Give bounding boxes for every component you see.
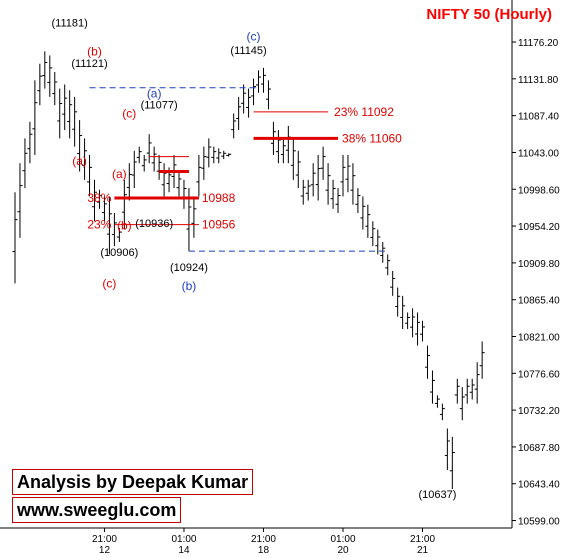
- price-bars: [12, 51, 485, 490]
- y-tick-label: 11131.80: [518, 75, 559, 86]
- wave-label: (a): [112, 167, 127, 181]
- y-tick-label: 10954.20: [518, 222, 560, 233]
- price-label: (10906): [100, 247, 138, 259]
- x-tick-date: 14: [178, 545, 190, 556]
- chart-title: NIFTY 50 (Hourly): [426, 6, 552, 23]
- y-tick-label: 10599.00: [518, 517, 560, 528]
- price-label: (11077): [141, 100, 178, 112]
- y-tick-label: 10909.80: [518, 259, 560, 270]
- y-tick-label: 10643.40: [518, 480, 560, 491]
- price-label: (11181): [52, 17, 88, 29]
- price-label: (11145): [230, 45, 266, 57]
- x-tick-time: 21:00: [251, 534, 276, 545]
- y-tick-label: 11043.00: [518, 148, 559, 159]
- price-label: (10936): [135, 218, 173, 230]
- x-tick-date: 18: [258, 545, 270, 556]
- wave-label: (a): [147, 87, 162, 101]
- fib-value-label: 10956: [202, 218, 236, 232]
- y-tick-label: 10865.40: [518, 296, 560, 307]
- x-tick-date: 12: [99, 545, 111, 556]
- analysis-credit: Analysis by Deepak Kumar: [17, 472, 249, 492]
- footer-analysis: Analysis by Deepak Kumar: [12, 469, 254, 495]
- fib-percent-label: 38%: [87, 191, 111, 205]
- x-tick-date: 21: [417, 545, 429, 556]
- price-label: (11121): [71, 58, 107, 70]
- wave-label: (b): [117, 219, 132, 233]
- y-tick-label: 10687.80: [518, 443, 560, 454]
- fib-percent-label: 23%: [87, 218, 111, 232]
- x-tick-time: 01:00: [171, 534, 196, 545]
- price-label: (10637): [418, 489, 456, 501]
- y-tick-label: 10821.00: [518, 332, 560, 343]
- wave-label: (a): [72, 154, 87, 168]
- website-url: www.sweeglu.com: [17, 500, 177, 520]
- y-tick-label: 11087.40: [518, 112, 559, 123]
- x-tick-time: 21:00: [410, 534, 435, 545]
- annotations: 23% 11092 38% 11060 38% 10988 23% 10956 (11181…: [52, 17, 457, 501]
- fib-label: 23% 11092: [334, 105, 394, 119]
- y-tick-label: 10776.60: [518, 369, 560, 380]
- wave-label: (b): [87, 44, 102, 58]
- x-tick-time: 21:00: [92, 534, 117, 545]
- footer-website: www.sweeglu.com: [12, 497, 182, 523]
- fib-value-label: 10988: [202, 191, 236, 205]
- price-label: (10924): [170, 262, 208, 274]
- y-tick-label: 10998.60: [518, 185, 560, 196]
- reference-levels: [89, 87, 388, 252]
- x-tick-date: 20: [337, 545, 349, 556]
- wave-label: (b): [182, 279, 197, 293]
- y-tick-label: 10732.20: [518, 406, 560, 417]
- y-tick-label: 11176.20: [518, 38, 559, 49]
- wave-label: (c): [102, 277, 116, 291]
- x-tick-time: 01:00: [330, 534, 355, 545]
- wave-label: (c): [247, 30, 261, 44]
- fib-label: 38% 11060: [342, 131, 402, 145]
- wave-label: (c): [122, 107, 136, 121]
